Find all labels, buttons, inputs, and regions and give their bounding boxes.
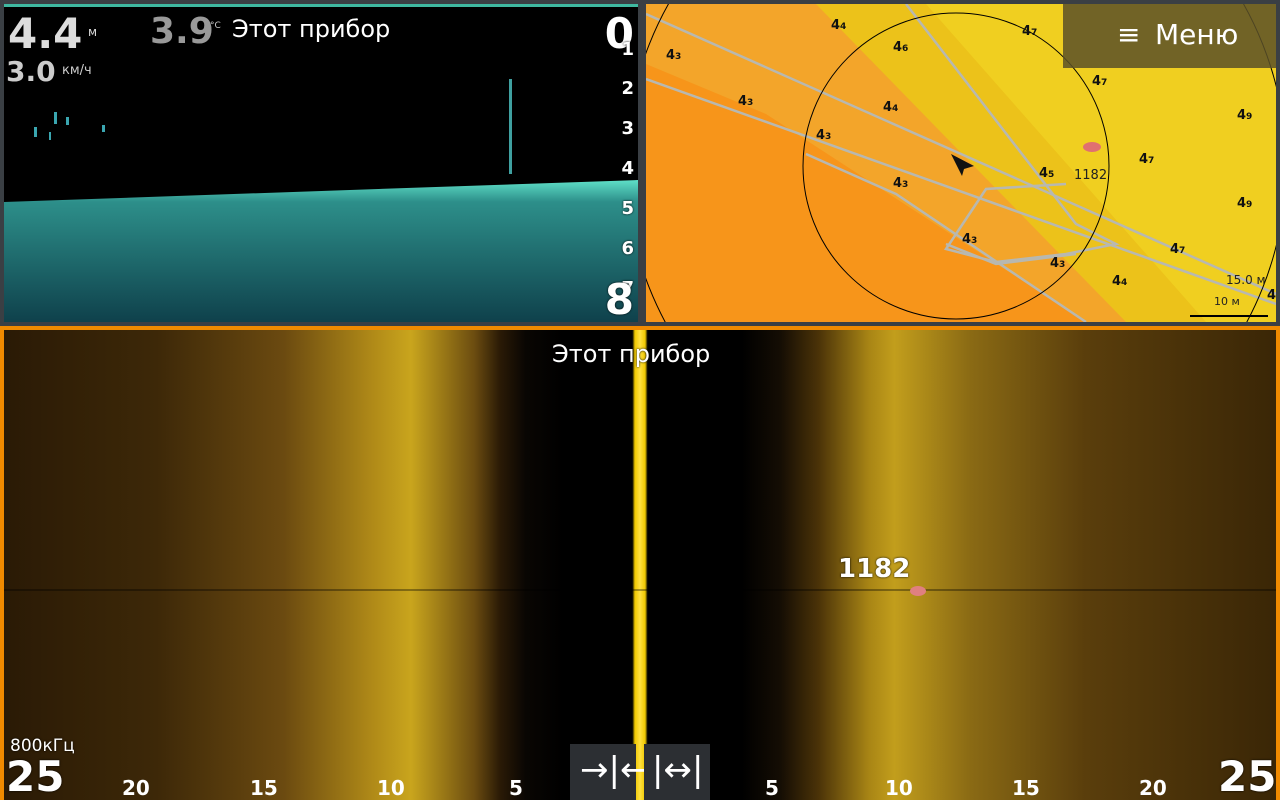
sidescan-panel: Этот прибор 1182 800кГц 25 25 20 15 10 5 5 10… (0, 326, 1280, 800)
menu-label: Меню (1155, 18, 1239, 51)
range-left: 25 (6, 752, 65, 800)
sounding: 45 (1039, 166, 1055, 181)
depth-scale-label: 0 (604, 9, 634, 58)
depth: 4.4 (8, 9, 83, 58)
range-tick: 20 (1139, 776, 1167, 800)
center-line (4, 589, 1276, 591)
depth-scale-label: 1 (621, 39, 634, 60)
depth-unit: м (88, 25, 98, 39)
waypoint-label: 1182 (838, 554, 911, 584)
echo-column (509, 79, 512, 174)
waypoint-label: 1182 (1074, 168, 1108, 183)
bottom-echo (4, 180, 638, 322)
depth-scale-label: 8 (604, 275, 634, 322)
scale-label: 10 м (1214, 295, 1240, 308)
sounding: 43 (738, 94, 754, 109)
sounding: 43 (666, 48, 682, 63)
sounding: 43 (962, 232, 978, 247)
range-tick: 20 (122, 776, 150, 800)
depth-scale-label: 5 (621, 198, 634, 219)
range-tick: 5 (509, 776, 523, 800)
sounding: 49 (1237, 196, 1253, 211)
sounding: 49 (1237, 108, 1253, 123)
sounding: 4 (1267, 288, 1276, 303)
menu-icon: ≡ (1117, 18, 1141, 51)
speed-unit: км/ч (62, 63, 92, 78)
sounding: 47 (1139, 152, 1155, 167)
depth-scale-label: 4 (621, 158, 634, 179)
vessel (951, 154, 974, 176)
temperature: 3.9 (150, 11, 214, 52)
waypoint-icon (910, 586, 926, 596)
range-right: 25 (1218, 752, 1277, 800)
sounding: 43 (1050, 256, 1066, 271)
depth-scale-label: 2 (621, 78, 634, 99)
range-tick: 15 (250, 776, 278, 800)
range-label: 15.0 м (1226, 273, 1266, 287)
zoom-out-button[interactable]: |↔| (644, 744, 710, 800)
sounding: 44 (1112, 274, 1128, 289)
source-label: Этот прибор (232, 15, 391, 43)
chart-map (646, 4, 1276, 322)
range-tick: 10 (885, 776, 913, 800)
sounding: 44 (831, 18, 847, 33)
range-tick: 15 (1012, 776, 1040, 800)
sonar-image (4, 79, 638, 322)
menu-button[interactable]: ≡ Меню (1063, 4, 1276, 68)
sounding: 43 (816, 128, 832, 143)
map-panel: 44 43 47 46 43 47 44 49 43 47 45 43 49 43 47 43 44 4 1182… (646, 4, 1276, 322)
range-tick: 10 (377, 776, 405, 800)
sounding: 47 (1022, 24, 1038, 39)
sounding: 47 (1170, 242, 1186, 257)
sounding: 47 (1092, 74, 1108, 89)
source-label: Этот прибор (552, 340, 711, 368)
speed: 3.0 (6, 55, 56, 88)
sounding: 43 (893, 176, 909, 191)
range-tick: 5 (765, 776, 779, 800)
temperature-unit: °C (210, 21, 221, 31)
zoom-in-button[interactable]: →|← (570, 744, 648, 800)
fish-echoes (34, 112, 105, 140)
depth-scale-label: 7 (621, 278, 634, 299)
depth-scale-label: 6 (621, 238, 634, 259)
tracks (646, 4, 1276, 322)
frequency: 800кГц (10, 736, 75, 756)
depth-scale-label: 3 (621, 118, 634, 139)
sounding: 46 (893, 40, 909, 55)
waypoint-icon (1083, 142, 1101, 152)
sounding: 44 (883, 100, 899, 115)
